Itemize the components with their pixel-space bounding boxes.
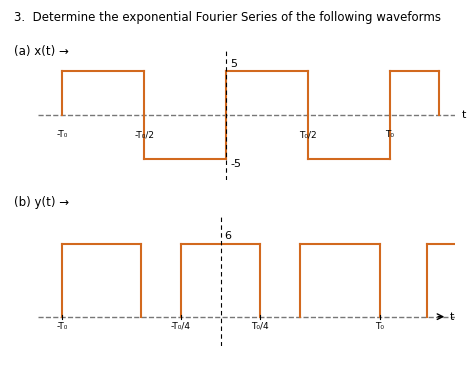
Text: 3.  Determine the exponential Fourier Series of the following waveforms: 3. Determine the exponential Fourier Ser… (14, 11, 441, 24)
Text: -T₀: -T₀ (57, 130, 68, 139)
Text: -T₀: -T₀ (56, 321, 67, 331)
Text: T₀/4: T₀/4 (252, 321, 269, 331)
Text: t: t (449, 312, 454, 322)
Text: T₀: T₀ (385, 130, 394, 139)
Text: T₀: T₀ (375, 321, 384, 331)
Text: -T₀/2: -T₀/2 (134, 130, 154, 139)
Text: (b) y(t) →: (b) y(t) → (14, 196, 69, 209)
Text: 5: 5 (230, 59, 237, 70)
Text: (a) x(t) →: (a) x(t) → (14, 45, 69, 58)
Text: 6: 6 (225, 231, 232, 241)
Text: -T₀/4: -T₀/4 (171, 321, 191, 331)
Text: t: t (462, 110, 466, 120)
Text: T₀/2: T₀/2 (299, 130, 317, 139)
Text: -5: -5 (230, 159, 241, 170)
